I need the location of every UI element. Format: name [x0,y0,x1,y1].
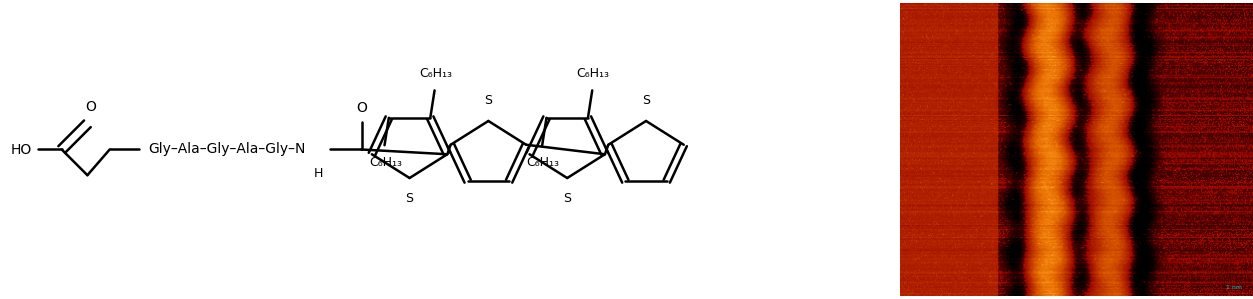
Text: S: S [485,94,492,107]
Text: C₆H₁₃: C₆H₁₃ [576,67,610,80]
Text: HO: HO [10,143,31,156]
Text: 1 nm: 1 nm [1227,285,1243,290]
Text: S: S [406,192,413,205]
Text: C₆H₁₃: C₆H₁₃ [368,156,402,169]
Text: S: S [642,94,650,107]
Text: Gly–Ala–Gly–Ala–Gly–N: Gly–Ala–Gly–Ala–Gly–N [148,143,306,156]
Text: H: H [315,167,323,180]
Text: O: O [356,101,367,115]
Text: O: O [85,100,96,114]
Text: C₆H₁₃: C₆H₁₃ [526,156,560,169]
Text: C₆H₁₃: C₆H₁₃ [419,67,452,80]
Text: S: S [563,192,571,205]
